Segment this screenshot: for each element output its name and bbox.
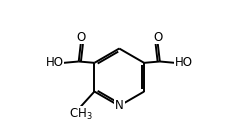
Text: CH$_3$: CH$_3$ xyxy=(69,107,93,122)
Text: O: O xyxy=(76,31,85,44)
Text: O: O xyxy=(153,31,163,44)
Text: HO: HO xyxy=(175,56,193,69)
Text: HO: HO xyxy=(46,56,64,69)
Text: N: N xyxy=(115,99,124,112)
